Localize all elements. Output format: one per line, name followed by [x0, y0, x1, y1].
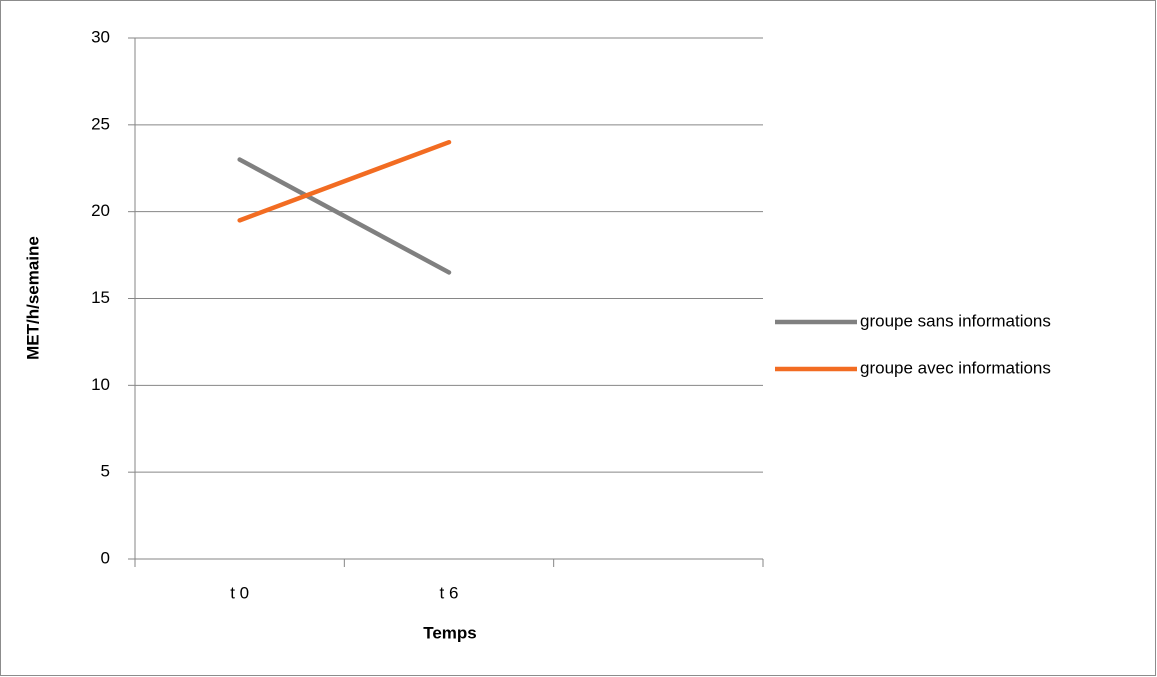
series-line — [237, 157, 452, 275]
x-tick-label: t 0 — [230, 583, 249, 602]
y-tick-label: 15 — [91, 288, 110, 307]
y-tick-label: 20 — [91, 201, 110, 220]
y-tick-label: 30 — [91, 27, 110, 46]
series-line — [237, 139, 452, 223]
y-tick-label: 5 — [101, 462, 110, 481]
y-tick-label: 10 — [91, 375, 110, 394]
legend-label: groupe sans informations — [860, 311, 1051, 330]
y-axis-title: MET/h/semaine — [23, 236, 42, 360]
y-tick-label: 25 — [91, 114, 110, 133]
x-tick-label: t 6 — [440, 583, 459, 602]
legend-label: groupe avec informations — [860, 358, 1051, 377]
x-axis-title: Temps — [423, 623, 477, 642]
y-tick-label: 0 — [101, 548, 110, 567]
